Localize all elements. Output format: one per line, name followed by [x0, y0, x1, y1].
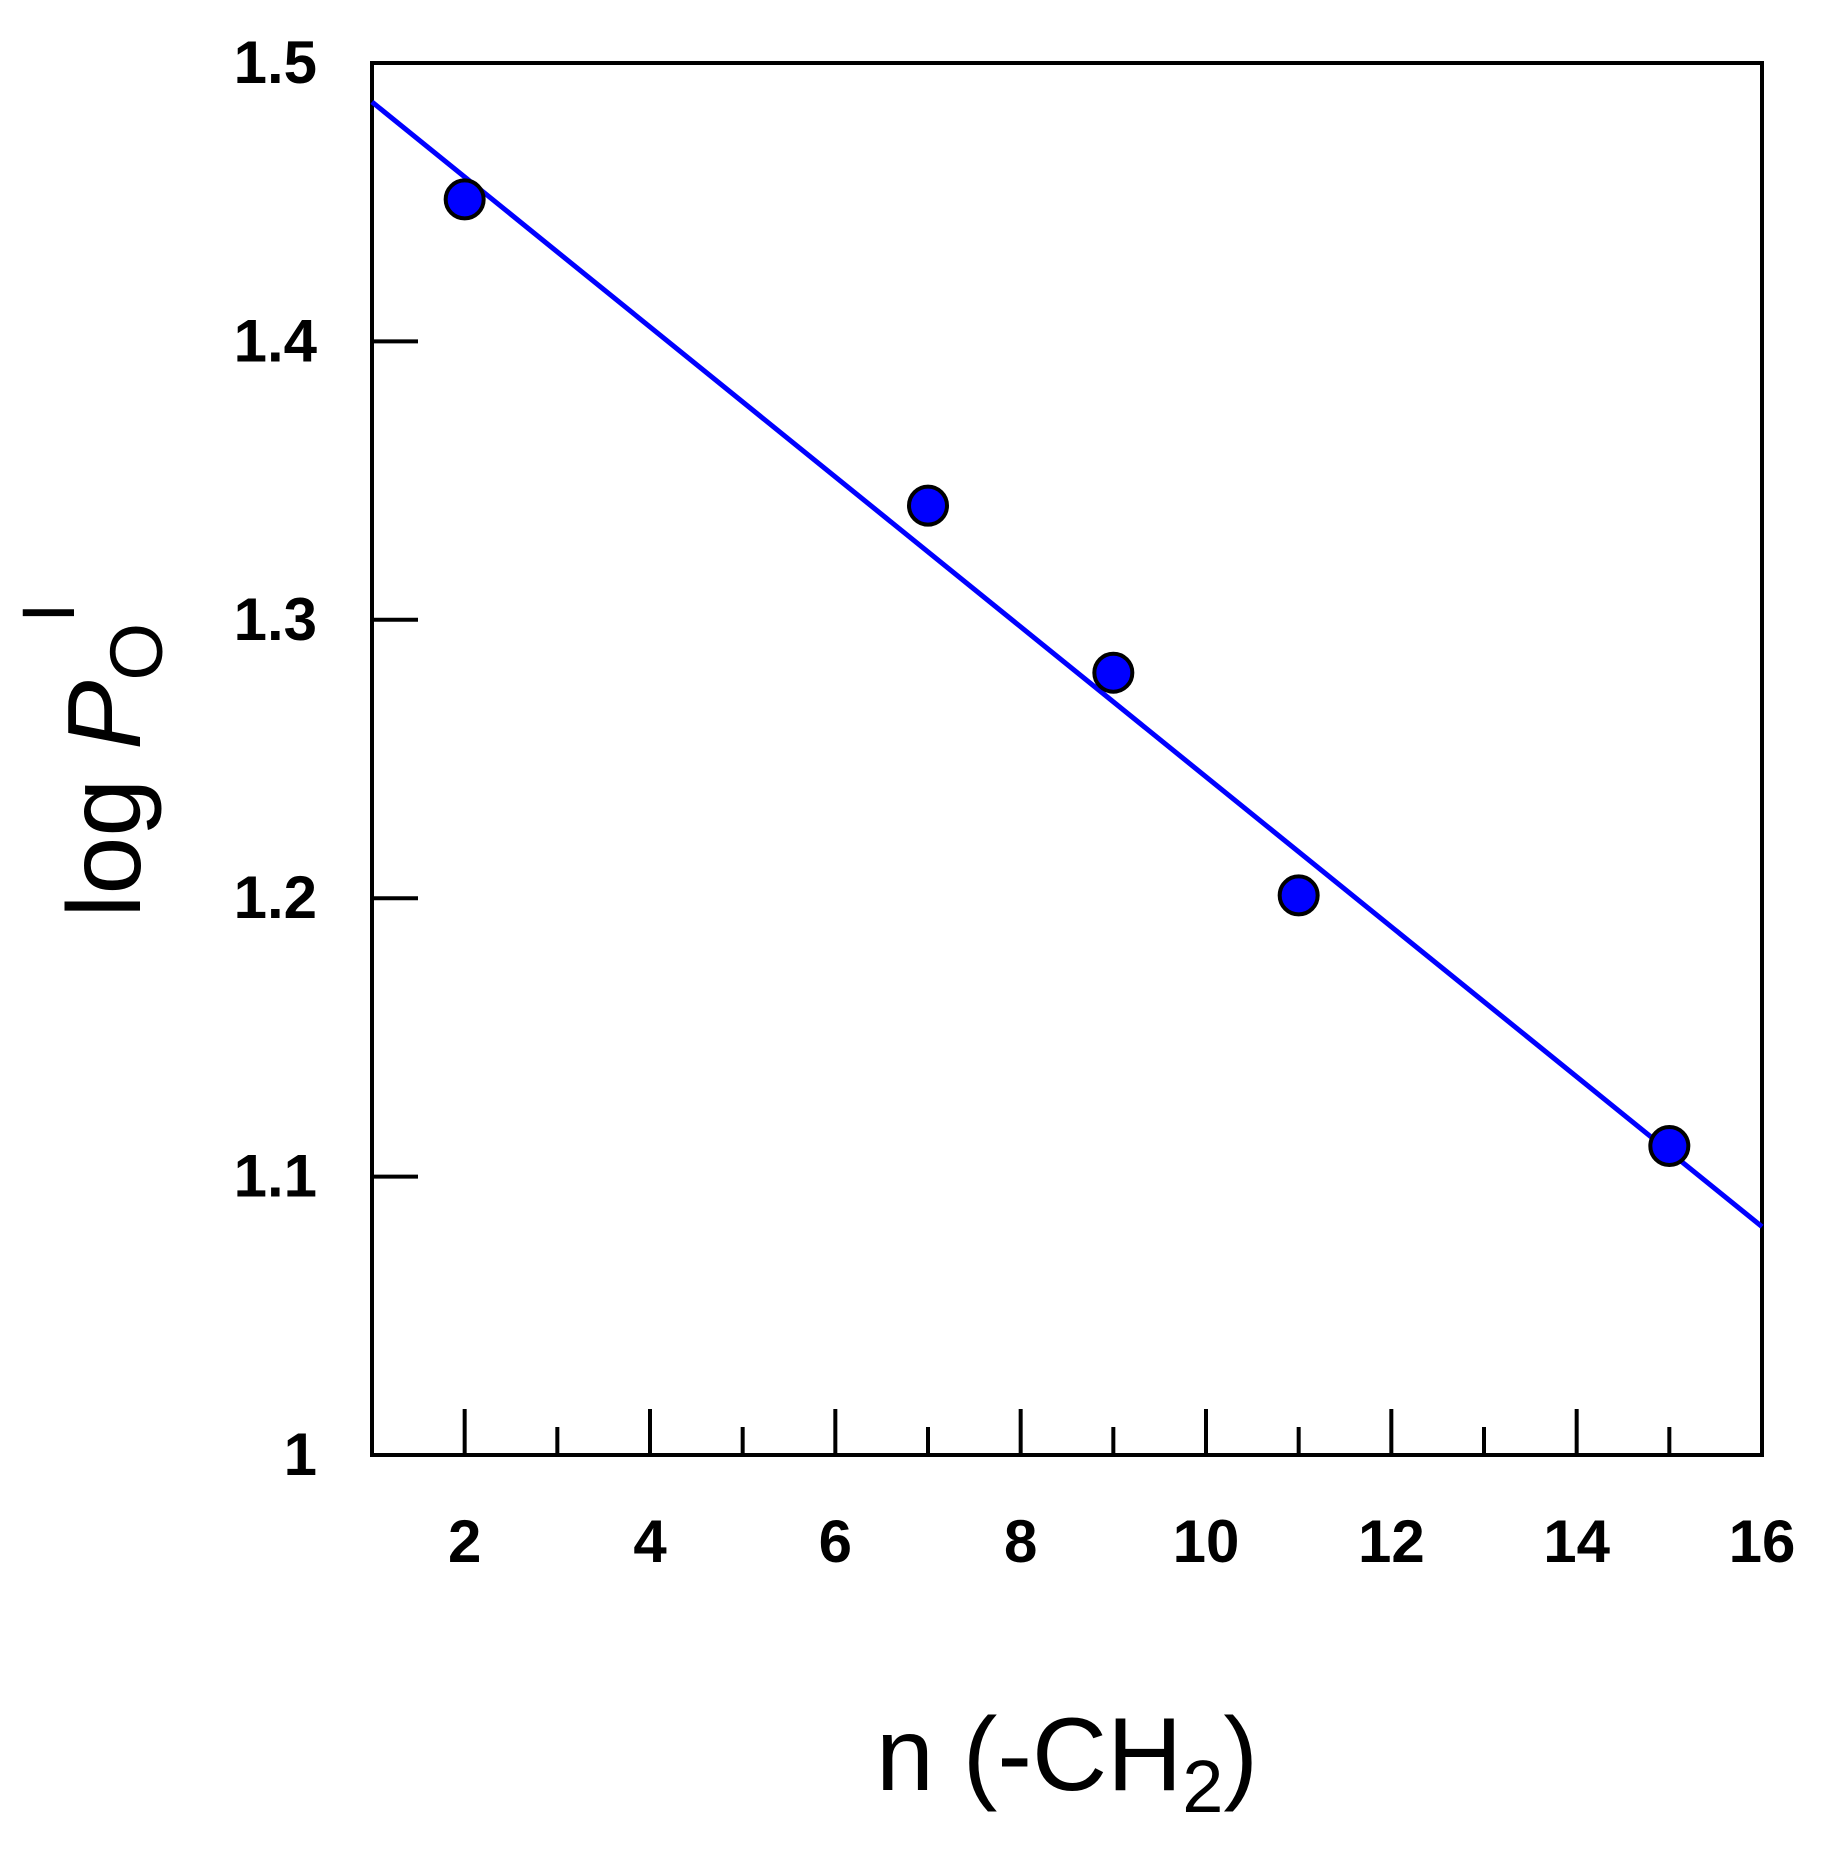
x-tick-label: 14 [1543, 1508, 1610, 1575]
x-axis-label: n (-CH2) [876, 1697, 1258, 1828]
data-point [1092, 651, 1135, 694]
fit-line-layer [370, 100, 1764, 1229]
x-tick-label: 10 [1173, 1508, 1240, 1575]
y-tick-label: 1.3 [234, 586, 317, 653]
data-points-layer [443, 178, 1691, 1167]
data-point [1277, 874, 1320, 917]
data-point [907, 484, 949, 527]
x-axis-ticks: 2 4 6 8 10 12 14 16 [448, 1409, 1795, 1575]
y-tick-label: 1.5 [234, 29, 317, 96]
data-point [1648, 1124, 1691, 1167]
fit-line [370, 100, 1764, 1229]
x-tick-label: 6 [819, 1508, 852, 1575]
data-point [443, 178, 486, 221]
y-tick-label: 1 [284, 1421, 317, 1488]
y-tick-label: 1.4 [234, 307, 318, 374]
y-tick-label: 1.2 [234, 864, 317, 931]
x-tick-label: 2 [448, 1508, 481, 1575]
y-tick-label: 1.1 [234, 1143, 317, 1210]
y-axis-label: log POI [7, 602, 178, 917]
plot-area-frame [370, 61, 1764, 1457]
x-tick-label: 4 [633, 1508, 667, 1575]
x-tick-label: 16 [1729, 1508, 1796, 1575]
y-axis-ticks: 1 1.1 1.2 1.3 1.4 1.5 [234, 29, 418, 1488]
x-tick-label: 12 [1358, 1508, 1425, 1575]
x-tick-label: 8 [1004, 1508, 1037, 1575]
